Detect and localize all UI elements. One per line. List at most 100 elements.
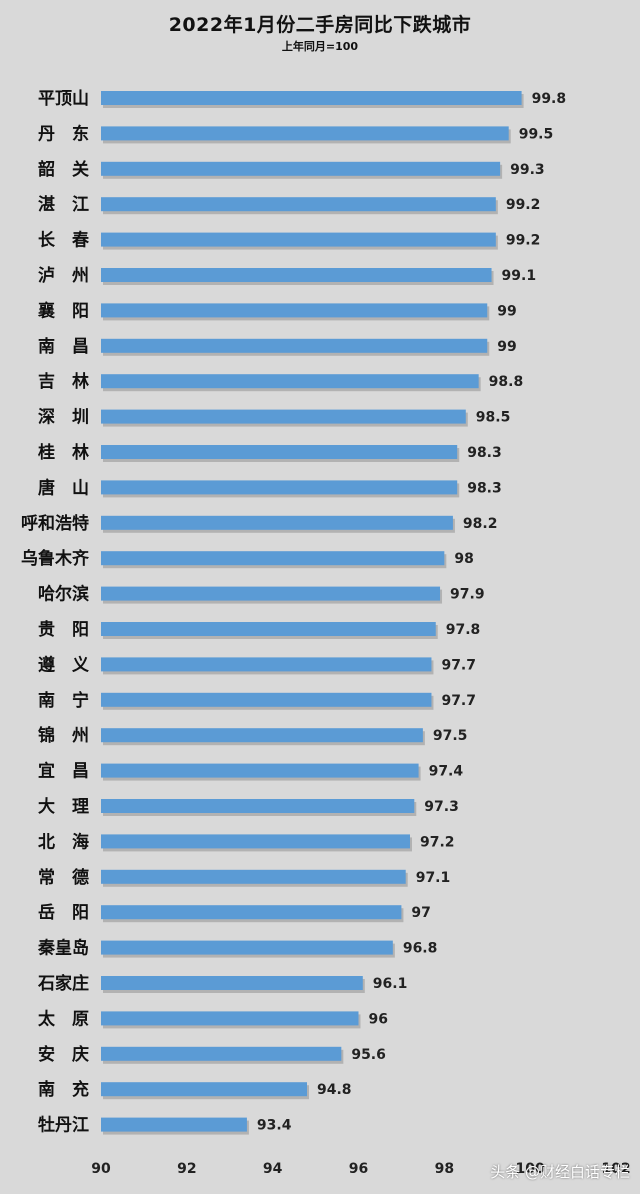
bar xyxy=(101,692,432,707)
value-label: 99.2 xyxy=(506,233,541,249)
category-label: 贵 阳 xyxy=(38,619,89,640)
x-tick-label: 90 xyxy=(91,1161,111,1177)
bar xyxy=(101,834,410,849)
category-label: 秦皇岛 xyxy=(38,938,89,959)
value-label: 93.4 xyxy=(257,1118,292,1134)
value-label: 97.8 xyxy=(446,622,481,638)
category-label: 常 德 xyxy=(38,867,89,888)
bar xyxy=(101,515,453,530)
x-tick-label: 94 xyxy=(263,1161,283,1177)
category-label: 长 春 xyxy=(38,230,89,251)
category-label: 韶 关 xyxy=(38,159,89,180)
value-label: 97 xyxy=(411,905,430,921)
value-label: 97.5 xyxy=(433,728,468,744)
category-label: 锦 州 xyxy=(38,725,89,746)
bar xyxy=(101,268,492,282)
value-label: 99 xyxy=(497,303,516,319)
value-label: 96.8 xyxy=(403,941,438,957)
value-label: 99.5 xyxy=(519,126,554,142)
category-label: 南 昌 xyxy=(38,336,89,357)
value-label: 97.2 xyxy=(420,834,455,850)
category-label: 泸 州 xyxy=(38,266,89,286)
category-label: 岳 阳 xyxy=(38,903,89,923)
x-tick-label: 92 xyxy=(177,1161,196,1177)
category-label: 深 圳 xyxy=(38,407,89,428)
bar xyxy=(101,409,466,424)
bar xyxy=(101,869,406,884)
value-label: 99.1 xyxy=(502,268,537,284)
bar xyxy=(101,445,458,459)
bar xyxy=(101,338,488,353)
category-label: 牡丹江 xyxy=(38,1115,89,1136)
value-label: 97.3 xyxy=(424,799,459,815)
value-label: 94.8 xyxy=(317,1082,352,1098)
chart-title: 2022年1月份二手房同比下跌城市 xyxy=(168,14,472,36)
x-tick-label: 98 xyxy=(435,1161,454,1177)
chart-subtitle: 上年同月=100 xyxy=(281,40,359,53)
watermark: 头条 @财经白话专栏 xyxy=(490,1163,630,1181)
value-label: 98.3 xyxy=(467,445,502,461)
value-label: 96.1 xyxy=(373,976,408,992)
value-label: 97.7 xyxy=(441,693,476,709)
category-label: 湛 江 xyxy=(38,194,89,215)
value-label: 97.9 xyxy=(450,587,485,603)
bar xyxy=(101,763,419,778)
bar xyxy=(101,622,436,636)
x-tick-label: 102 xyxy=(601,1161,630,1177)
category-label: 太 原 xyxy=(38,1008,89,1029)
category-label: 安 庆 xyxy=(38,1044,89,1065)
x-tick-label: 96 xyxy=(349,1161,368,1177)
category-label: 哈尔滨 xyxy=(38,584,89,605)
value-label: 98.3 xyxy=(467,480,502,496)
bar xyxy=(101,657,432,672)
bar xyxy=(101,586,441,601)
bar xyxy=(101,1011,359,1026)
category-label: 平顶山 xyxy=(38,89,89,109)
value-label: 99.8 xyxy=(532,91,567,107)
category-label: 丹 东 xyxy=(38,123,89,144)
category-label: 大 理 xyxy=(38,796,89,817)
bar xyxy=(101,197,496,212)
value-label: 98.8 xyxy=(489,374,524,390)
value-label: 97.4 xyxy=(429,764,464,780)
value-label: 98 xyxy=(454,551,473,567)
value-label: 98.5 xyxy=(476,410,511,426)
category-label: 宜 昌 xyxy=(38,761,89,782)
value-label: 98.2 xyxy=(463,516,498,532)
bar xyxy=(101,161,501,176)
bar xyxy=(101,799,415,813)
bar xyxy=(101,1046,342,1061)
bar xyxy=(101,126,509,141)
bar xyxy=(101,905,402,920)
category-label: 襄 阳 xyxy=(37,300,89,321)
bar xyxy=(101,303,488,318)
category-label: 遵 义 xyxy=(38,654,89,675)
bar xyxy=(101,940,393,955)
bar xyxy=(101,1082,307,1097)
category-label: 南 宁 xyxy=(38,690,89,711)
category-label: 乌鲁木齐 xyxy=(21,548,90,569)
bar xyxy=(101,728,423,743)
category-label: 桂 林 xyxy=(37,442,89,463)
value-label: 95.6 xyxy=(351,1047,386,1063)
bar xyxy=(101,480,458,495)
category-label: 吉 林 xyxy=(38,371,89,392)
bar xyxy=(101,551,445,566)
value-label: 99 xyxy=(497,339,516,355)
value-label: 97.7 xyxy=(441,657,476,673)
value-label: 96 xyxy=(369,1011,388,1027)
bar xyxy=(101,976,363,990)
value-label: 99.3 xyxy=(510,162,545,178)
category-label: 北 海 xyxy=(38,831,89,852)
value-label: 99.2 xyxy=(506,197,541,213)
bar xyxy=(101,1117,247,1132)
category-label: 石家庄 xyxy=(37,973,89,994)
bar xyxy=(101,91,522,105)
bar xyxy=(101,374,479,389)
category-label: 南 充 xyxy=(38,1079,89,1100)
category-label: 呼和浩特 xyxy=(21,513,89,534)
value-label: 97.1 xyxy=(416,870,451,886)
bar xyxy=(101,232,496,247)
x-tick-label: 100 xyxy=(516,1161,545,1177)
